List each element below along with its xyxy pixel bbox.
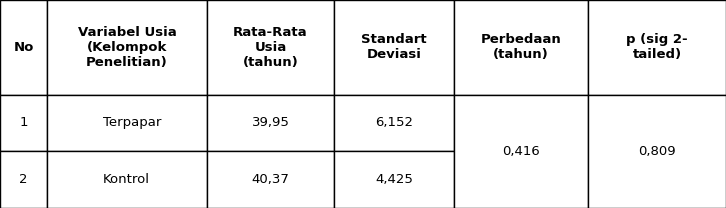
Bar xyxy=(207,151,334,208)
Text: Variabel Usia
(Kelompok
Penelitian): Variabel Usia (Kelompok Penelitian) xyxy=(78,26,176,69)
Text: 0,416: 0,416 xyxy=(502,145,539,158)
Bar xyxy=(454,95,588,208)
Bar xyxy=(334,0,454,95)
Text: Standart
Deviasi: Standart Deviasi xyxy=(361,33,427,61)
Text: Rata-Rata
Usia
(tahun): Rata-Rata Usia (tahun) xyxy=(233,26,308,69)
Bar xyxy=(588,95,726,208)
Bar xyxy=(207,95,334,151)
Bar xyxy=(0,0,47,95)
Text: 40,37: 40,37 xyxy=(251,173,290,186)
Bar xyxy=(0,95,47,151)
Bar xyxy=(47,95,207,151)
Text: Perbedaan
(tahun): Perbedaan (tahun) xyxy=(481,33,561,61)
Bar xyxy=(588,0,726,95)
Text: 4,425: 4,425 xyxy=(375,173,413,186)
Text: 0,809: 0,809 xyxy=(638,145,676,158)
Bar xyxy=(454,0,588,95)
Bar xyxy=(47,0,207,95)
Text: Kontrol: Kontrol xyxy=(103,173,150,186)
Text: No: No xyxy=(13,41,34,54)
Bar xyxy=(47,151,207,208)
Bar xyxy=(0,151,47,208)
Text: 39,95: 39,95 xyxy=(251,116,290,129)
Bar xyxy=(334,95,454,151)
Text: 6,152: 6,152 xyxy=(375,116,413,129)
Bar xyxy=(207,0,334,95)
Bar xyxy=(334,151,454,208)
Text: Terpapar: Terpapar xyxy=(103,116,161,129)
Text: 2: 2 xyxy=(20,173,28,186)
Text: p (sig 2-
tailed): p (sig 2- tailed) xyxy=(627,33,688,61)
Text: 1: 1 xyxy=(20,116,28,129)
